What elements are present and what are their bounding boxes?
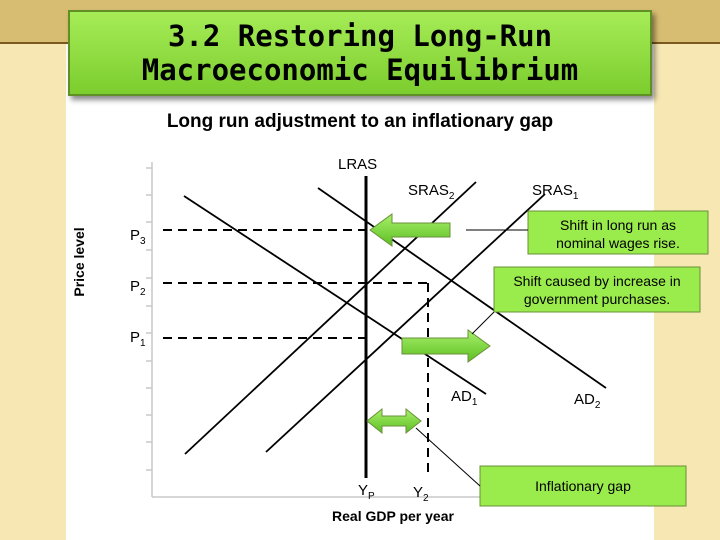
guide-lines [163,229,429,478]
ad2-label: AD2 [574,391,601,411]
yp-label: YP [358,482,375,502]
wages-callout: Shift in long run as nominal wages rise. [527,210,709,255]
p2-label: P2 [130,278,146,298]
govt-callout-line-2: government purchases. [524,291,670,307]
sras1-curve [265,193,546,453]
lras-label: LRAS [338,156,377,173]
govt-callout-line-1: Shift caused by increase in [513,273,680,289]
diagram-heading: Long run adjustment to an inflationary g… [167,111,553,132]
sras1-label: SRAS1 [532,182,579,202]
gap-callout-pointer [415,427,481,487]
ad1-label: AD1 [451,388,478,408]
y-axis-label: Price level [71,227,87,296]
y2-label: Y2 [413,484,429,504]
govt-callout: Shift caused by increase in government p… [493,266,701,313]
x-axis-label: Real GDP per year [332,508,454,524]
ad1-curve [183,195,487,395]
slide-title-line-2: Macroeconomic Equilibrium [141,53,579,87]
gap-double-arrow-icon [366,407,422,435]
p3-label: P3 [130,227,146,247]
right-shift-arrow-icon [401,329,491,363]
left-border [0,44,66,540]
gap-callout: Inflationary gap [479,465,687,507]
left-shift-arrow-icon [369,213,451,247]
wages-callout-line-1: Shift in long run as [560,217,676,233]
wages-callout-line-2: nominal wages rise. [556,235,680,251]
sras2-label: SRAS2 [408,182,455,202]
gap-callout-label: Inflationary gap [535,478,631,494]
ad2-curve [317,187,607,389]
govt-callout-pointer [471,311,495,335]
y-axis-ticks [146,167,152,471]
slide-title-line-1: 3.2 Restoring Long-Run [167,19,553,53]
slide-title: 3.2 Restoring Long-Run Macroeconomic Equ… [68,10,652,96]
p1-label: P1 [130,329,146,349]
